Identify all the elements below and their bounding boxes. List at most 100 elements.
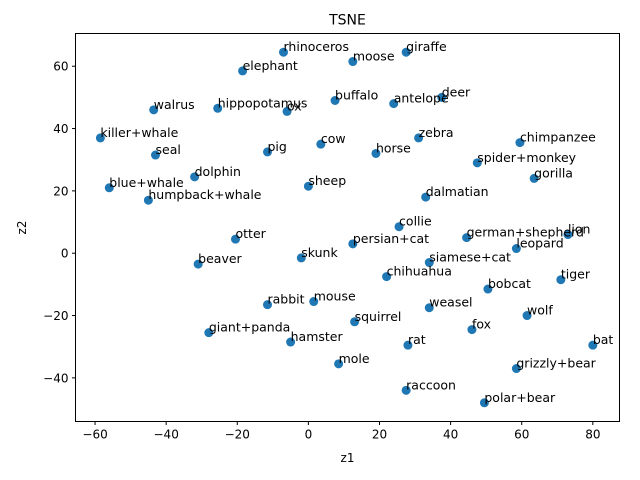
y-tick-label: −40 — [43, 371, 68, 385]
y-axis-ticks: −40 −20 0 20 40 60 — [43, 60, 76, 385]
plot-frame — [75, 33, 620, 422]
point-label-sheep: sheep — [308, 173, 346, 188]
point-label-raccoon: raccoon — [406, 377, 456, 392]
point-label-leopard: leopard — [516, 236, 563, 251]
point-horse — [371, 148, 381, 158]
x-tick-label: 40 — [443, 428, 458, 442]
point-label-dolphin: dolphin — [195, 164, 241, 179]
point-chihuahua — [382, 272, 392, 282]
point-label-rabbit: rabbit — [268, 292, 305, 307]
point-label-gorilla: gorilla — [534, 165, 573, 180]
point-beaver — [193, 259, 203, 269]
point-bat — [588, 340, 598, 350]
point-label-fox: fox — [472, 317, 491, 332]
point-giant-panda — [204, 328, 214, 338]
point-label-antelope: antelope — [394, 91, 449, 106]
point-label-blue-whale: blue+whale — [109, 175, 184, 190]
point-fox — [467, 325, 477, 335]
point-label-pig: pig — [268, 139, 287, 154]
point-label-otter: otter — [236, 226, 267, 241]
point-collie — [394, 222, 404, 232]
chart-title: TSNE — [328, 13, 366, 29]
point-rabbit — [263, 300, 272, 310]
point-label-rhinoceros: rhinoceros — [284, 39, 349, 54]
point-hippopotamus — [213, 103, 223, 113]
y-tick-label: 40 — [53, 122, 68, 136]
point-label-chihuahua: chihuahua — [387, 264, 452, 279]
point-deer — [437, 92, 447, 102]
point-raccoon — [401, 385, 411, 395]
point-blue-whale — [104, 183, 114, 193]
point-walrus — [149, 105, 159, 115]
point-label-skunk: skunk — [301, 245, 338, 260]
x-tick-label: 20 — [372, 428, 387, 442]
y-tick-label: 20 — [53, 184, 68, 198]
point-sheep — [303, 181, 313, 191]
x-tick-label: 80 — [585, 428, 600, 442]
point-label-cow: cow — [321, 131, 346, 146]
point-label-german-shepherd: german+shepherd — [467, 225, 584, 240]
point-polar-bear — [479, 398, 489, 408]
point-label-humpback-whale: humpback+whale — [148, 187, 261, 202]
y-axis-label: z2 — [15, 221, 29, 235]
point-squirrel — [350, 317, 360, 327]
point-label-tiger: tiger — [561, 267, 591, 282]
point-antelope — [389, 99, 399, 109]
point-leopard — [511, 244, 521, 254]
point-label-buffalo: buffalo — [335, 88, 378, 103]
point-gorilla — [529, 173, 539, 183]
point-tiger — [556, 275, 566, 285]
point-rat — [403, 340, 413, 350]
point-label-persian-cat: persian+cat — [353, 231, 429, 246]
point-label-horse: horse — [376, 140, 411, 155]
point-siamese-cat — [424, 258, 434, 268]
point-lion — [563, 230, 573, 240]
point-hamster — [286, 337, 296, 347]
point-german-shepherd — [462, 233, 472, 243]
point-moose — [348, 57, 358, 67]
point-persian-cat — [348, 239, 358, 249]
x-tick-label: 0 — [305, 428, 313, 442]
point-label-moose: moose — [353, 49, 395, 64]
point-label-squirrel: squirrel — [355, 309, 402, 324]
point-label-rat: rat — [408, 332, 426, 347]
x-tick-label: −60 — [82, 428, 107, 442]
x-tick-label: −40 — [154, 428, 179, 442]
point-dolphin — [190, 172, 200, 182]
point-rhinoceros — [279, 47, 288, 57]
y-tick-label: −20 — [43, 309, 68, 323]
point-label-walrus: walrus — [154, 97, 195, 112]
point-buffalo — [330, 96, 340, 106]
point-label-killer-whale: killer+whale — [100, 125, 178, 140]
point-mouse — [309, 297, 319, 307]
point-seal — [151, 150, 160, 160]
point-label-mouse: mouse — [314, 289, 356, 304]
point-label-zebra: zebra — [419, 125, 454, 140]
point-label-grizzly-bear: grizzly+bear — [516, 356, 596, 371]
point-label-hippopotamus: hippopotamus — [218, 95, 308, 110]
x-tick-label: −20 — [225, 428, 250, 442]
y-tick-label: 0 — [61, 247, 69, 261]
point-otter — [231, 234, 240, 244]
point-label-bat: bat — [593, 332, 614, 347]
x-tick-label: 60 — [514, 428, 529, 442]
x-axis-label: z1 — [341, 451, 355, 465]
point-label-giant-panda: giant+panda — [209, 320, 290, 335]
point-killer-whale — [95, 133, 105, 143]
point-label-ox: ox — [287, 98, 302, 113]
point-giraffe — [401, 47, 411, 57]
point-label-wolf: wolf — [527, 303, 553, 318]
point-label-hamster: hamster — [291, 329, 344, 344]
point-label-lion: lion — [568, 222, 591, 237]
point-label-mole: mole — [339, 351, 370, 366]
point-label-spider-monkey: spider+monkey — [477, 150, 576, 165]
point-bobcat — [483, 284, 493, 294]
y-tick-label: 60 — [53, 60, 68, 74]
point-humpback-whale — [143, 195, 153, 205]
point-label-elephant: elephant — [243, 58, 298, 73]
point-ox — [282, 106, 292, 116]
point-cow — [316, 139, 326, 149]
point-weasel — [424, 303, 434, 313]
point-spider-monkey — [472, 158, 482, 168]
point-label-polar-bear: polar+bear — [484, 390, 556, 405]
